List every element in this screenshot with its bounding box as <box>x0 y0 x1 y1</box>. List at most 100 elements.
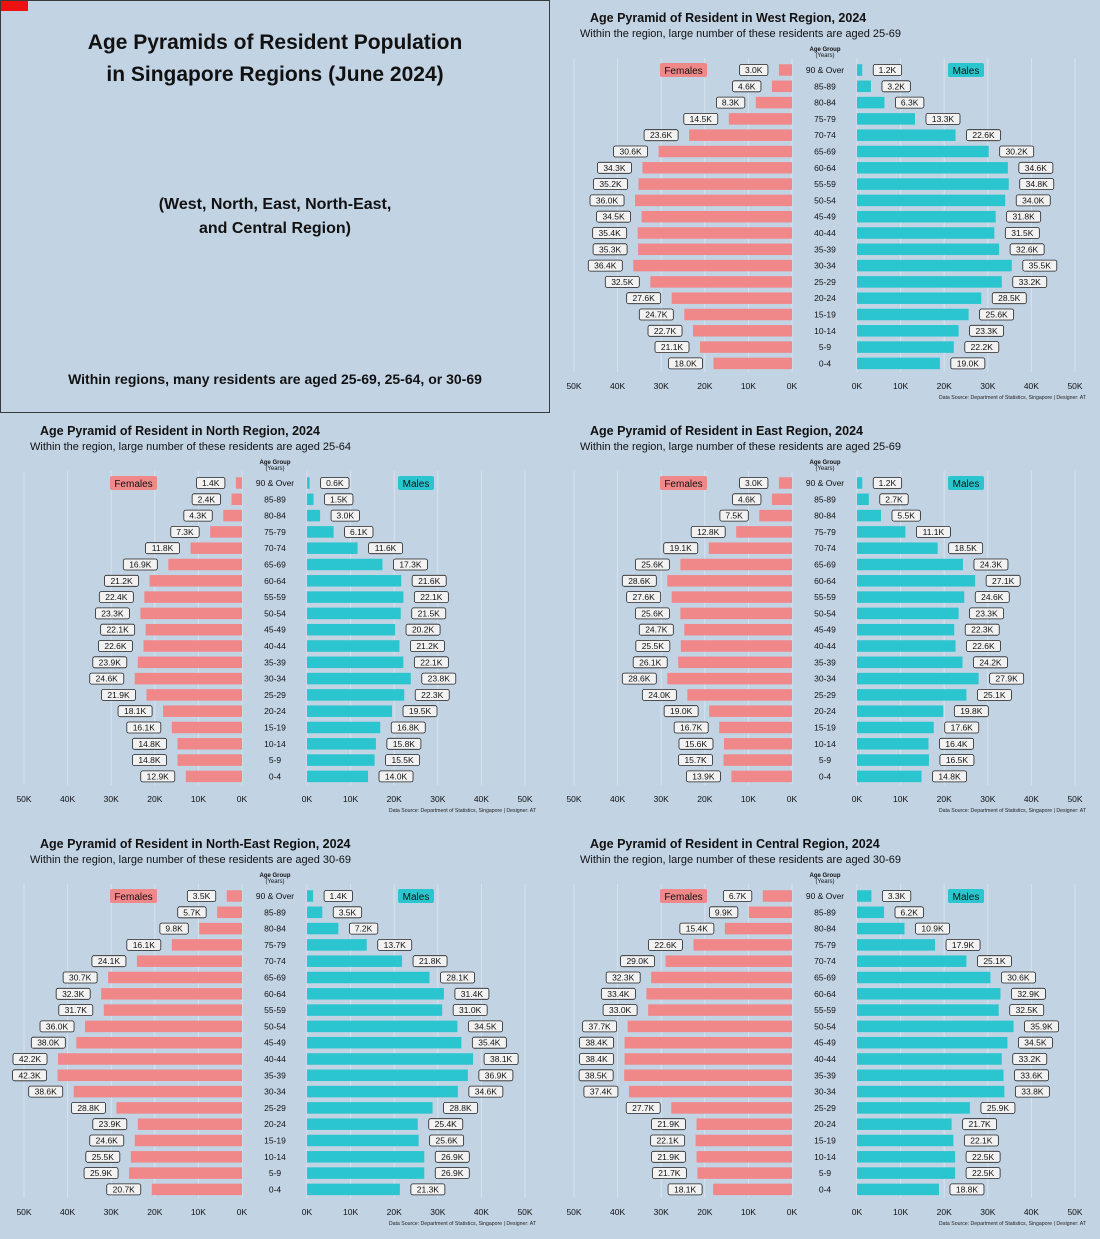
age-group-label: 45-49 <box>264 1038 286 1048</box>
female-bar <box>680 607 792 620</box>
svg-text:34.6K: 34.6K <box>1025 163 1048 173</box>
male-bar <box>857 1004 999 1016</box>
female-bar <box>103 1004 243 1016</box>
svg-text:17.3K: 17.3K <box>399 560 422 570</box>
age-group-label: 75-79 <box>264 940 286 950</box>
female-bar <box>778 477 792 489</box>
male-bar <box>857 113 915 125</box>
female-data-label: 34.3K <box>597 161 632 174</box>
age-group-label: 65-69 <box>814 560 836 570</box>
female-axis-tick: 40K <box>610 794 625 804</box>
female-data-label: 3.5K <box>186 890 217 902</box>
male-data-label: 28.1K <box>440 971 475 984</box>
svg-text:2.4K: 2.4K <box>198 494 216 504</box>
age-group-label: 20-24 <box>814 293 836 303</box>
svg-text:Females: Females <box>664 479 702 490</box>
svg-text:35.5K: 35.5K <box>1029 261 1052 271</box>
female-bar <box>719 721 792 734</box>
axis-header-line2: (Years) <box>815 466 834 472</box>
female-bar <box>116 1102 242 1114</box>
male-data-label: 35.9K <box>1024 1020 1059 1033</box>
male-data-label: 22.5K <box>965 1167 1001 1180</box>
female-bar <box>140 607 242 620</box>
male-data-label: 17.3K <box>393 558 428 571</box>
male-bar <box>307 1151 425 1163</box>
svg-text:38.0K: 38.0K <box>37 1038 60 1048</box>
female-axis-tick: 30K <box>654 794 669 804</box>
male-axis-tick: 40K <box>1024 1207 1039 1217</box>
female-axis-tick: 10K <box>741 794 756 804</box>
female-data-label: 23.9K <box>92 1118 128 1131</box>
age-group-label: 65-69 <box>264 973 286 983</box>
female-axis-tick: 40K <box>60 794 75 804</box>
svg-text:22.4K: 22.4K <box>105 592 128 602</box>
male-data-label: 6.3K <box>895 96 925 109</box>
svg-text:14.8K: 14.8K <box>138 739 161 749</box>
svg-text:18.1K: 18.1K <box>674 1184 697 1194</box>
age-group-label: 90 & Over <box>256 891 294 901</box>
female-data-label: 9.8K <box>159 922 189 935</box>
axis-header-line1: Age Group <box>810 47 841 53</box>
svg-text:11.8K: 11.8K <box>152 543 174 553</box>
age-group-label: 20-24 <box>264 1119 286 1129</box>
age-group-label: 0-4 <box>269 1184 282 1194</box>
svg-text:25.9K: 25.9K <box>987 1103 1010 1113</box>
female-bar <box>671 1102 792 1114</box>
male-bar <box>857 640 956 652</box>
male-bar <box>857 276 1002 288</box>
svg-text:16.5K: 16.5K <box>946 755 969 765</box>
svg-text:31.5K: 31.5K <box>1011 228 1034 238</box>
svg-text:23.3K: 23.3K <box>975 326 998 336</box>
age-group-label: 80-84 <box>814 511 836 521</box>
female-data-label: 21.7K <box>651 1167 687 1180</box>
female-bar <box>693 325 792 337</box>
female-data-label: 19.0K <box>663 705 699 718</box>
age-group-label: 35-39 <box>264 1070 286 1080</box>
female-data-label: 22.6K <box>648 939 683 951</box>
female-data-label: 21.9K <box>651 1150 686 1163</box>
female-bar <box>168 558 242 571</box>
age-group-label: 80-84 <box>264 511 286 521</box>
male-axis-tick: 40K <box>1024 794 1039 804</box>
svg-text:24.6K: 24.6K <box>981 592 1004 602</box>
male-bar <box>857 1069 1004 1082</box>
svg-text:7.2K: 7.2K <box>355 924 373 934</box>
male-data-label: 33.8K <box>1014 1085 1050 1098</box>
male-bar <box>857 129 956 141</box>
female-data-label: 16.9K <box>122 558 158 571</box>
svg-text:26.9K: 26.9K <box>441 1168 464 1178</box>
male-bar <box>857 243 1000 256</box>
male-data-label: 21.3K <box>410 1183 446 1196</box>
male-bar <box>307 1036 462 1049</box>
female-bar <box>759 509 792 522</box>
age-group-label: 70-74 <box>264 543 286 553</box>
female-axis-tick: 30K <box>654 381 669 391</box>
female-bar <box>695 1134 792 1147</box>
age-group-label: 50-54 <box>264 1021 286 1031</box>
age-group-label: 30-34 <box>814 674 836 684</box>
male-data-label: 21.8K <box>412 955 448 968</box>
svg-text:33.8K: 33.8K <box>1021 1087 1044 1097</box>
svg-text:25.4K: 25.4K <box>435 1119 458 1129</box>
axis-header-line2: (Years) <box>265 466 284 472</box>
chart-title: Age Pyramid of Resident in North Region,… <box>40 424 320 438</box>
svg-text:22.2K: 22.2K <box>971 342 994 352</box>
male-bar <box>307 738 376 750</box>
svg-text:19.8K: 19.8K <box>960 706 983 716</box>
female-bar <box>723 738 792 750</box>
svg-text:15.8K: 15.8K <box>393 739 416 749</box>
male-data-label: 34.6K <box>1018 161 1054 174</box>
female-bar <box>678 656 792 669</box>
male-bar <box>857 656 963 669</box>
male-axis-tick: 30K <box>980 794 995 804</box>
female-bar <box>680 558 792 571</box>
age-group-label: 40-44 <box>814 228 836 238</box>
male-data-label: 34.8K <box>1019 178 1055 191</box>
svg-text:22.6K: 22.6K <box>654 940 677 950</box>
male-data-label: 7.2K <box>348 922 379 935</box>
svg-text:27.1K: 27.1K <box>992 576 1015 586</box>
female-axis-tick: 20K <box>147 1207 162 1217</box>
age-group-label: 25-29 <box>814 690 836 700</box>
female-data-label: 32.5K <box>604 275 640 288</box>
female-data-label: 23.3K <box>95 607 130 620</box>
